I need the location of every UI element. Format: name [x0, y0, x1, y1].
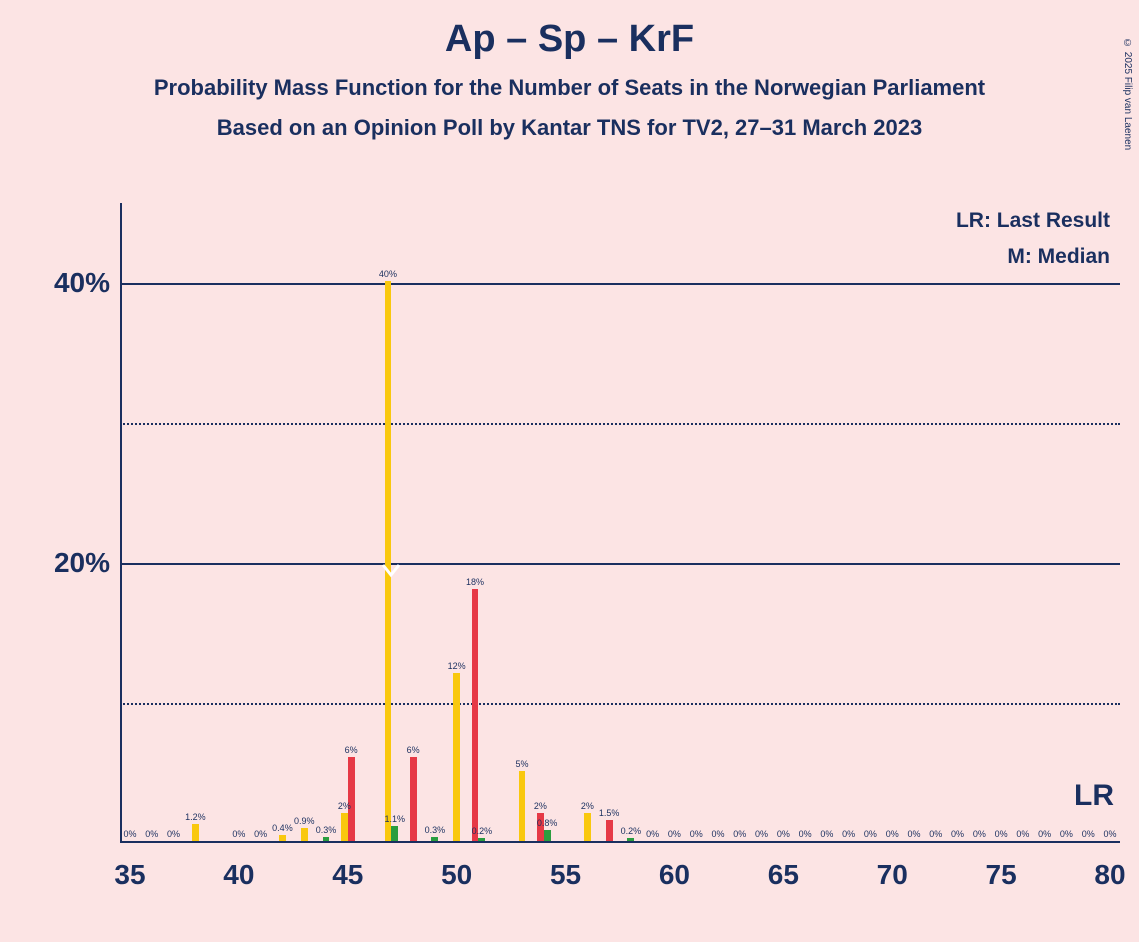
x-axis-label: 65: [768, 859, 799, 891]
bar-value-label: 0%: [1082, 829, 1095, 839]
bar-value-label: 0%: [167, 829, 180, 839]
bar-value-label: 5%: [515, 759, 528, 769]
x-axis-label: 50: [441, 859, 472, 891]
bar-value-label: 0%: [907, 829, 920, 839]
bar-value-label: 2%: [338, 801, 351, 811]
bar-yellow: [385, 281, 392, 841]
bar-value-label: 1.1%: [384, 814, 405, 824]
bar-green: [391, 826, 398, 841]
bar-value-label: 0.3%: [316, 825, 337, 835]
y-axis-label: 40%: [35, 267, 110, 299]
bar-value-label: 0%: [973, 829, 986, 839]
x-axis: [120, 841, 1120, 843]
bar-yellow: [584, 813, 591, 841]
x-axis-label: 40: [223, 859, 254, 891]
y-axis: [120, 203, 122, 843]
chart-title: Ap – Sp – KrF: [0, 18, 1139, 61]
bar-value-label: 0%: [842, 829, 855, 839]
gridline-minor: [120, 703, 1120, 705]
bar-value-label: 0%: [145, 829, 158, 839]
bar-value-label: 6%: [345, 745, 358, 755]
legend-lr: LR: Last Result: [956, 209, 1110, 233]
bar-value-label: 0%: [711, 829, 724, 839]
bar-value-label: 0.8%: [537, 818, 558, 828]
bar-value-label: 0%: [864, 829, 877, 839]
chart-subtitle-2: Based on an Opinion Poll by Kantar TNS f…: [0, 115, 1139, 141]
bar-value-label: 40%: [379, 269, 397, 279]
bar-value-label: 0%: [951, 829, 964, 839]
bar-green: [431, 837, 438, 841]
x-axis-label: 45: [332, 859, 363, 891]
bar-value-label: 0%: [886, 829, 899, 839]
bar-yellow: [341, 813, 348, 841]
bar-value-label: 0%: [1016, 829, 1029, 839]
bar-value-label: 0%: [995, 829, 1008, 839]
bar-value-label: 0%: [1038, 829, 1051, 839]
bar-value-label: 0%: [733, 829, 746, 839]
bar-value-label: 0%: [254, 829, 267, 839]
x-axis-label: 75: [986, 859, 1017, 891]
bar-value-label: 0%: [929, 829, 942, 839]
gridline-minor: [120, 423, 1120, 425]
x-axis-label: 55: [550, 859, 581, 891]
bar-green: [478, 838, 485, 841]
x-axis-label: 35: [114, 859, 145, 891]
x-axis-label: 70: [877, 859, 908, 891]
bar-green: [544, 830, 551, 841]
legend-m: M: Median: [1007, 245, 1110, 269]
bar-value-label: 1.5%: [599, 808, 620, 818]
y-axis-label: 20%: [35, 547, 110, 579]
gridline-major: [120, 283, 1120, 285]
bar-yellow: [453, 673, 460, 841]
bar-value-label: 0%: [1103, 829, 1116, 839]
bar-value-label: 6%: [407, 745, 420, 755]
x-axis-label: 60: [659, 859, 690, 891]
bar-yellow: [192, 824, 199, 841]
bar-value-label: 0%: [777, 829, 790, 839]
bar-value-label: 0%: [690, 829, 703, 839]
chart-subtitle-1: Probability Mass Function for the Number…: [0, 75, 1139, 101]
bar-value-label: 0%: [1060, 829, 1073, 839]
gridline-major: [120, 563, 1120, 565]
bar-value-label: 0%: [668, 829, 681, 839]
bar-value-label: 0%: [123, 829, 136, 839]
bar-value-label: 2%: [534, 801, 547, 811]
bar-red: [606, 820, 613, 841]
bar-value-label: 0%: [646, 829, 659, 839]
bar-value-label: 0%: [232, 829, 245, 839]
bar-value-label: 1.2%: [185, 812, 206, 822]
bar-green: [627, 838, 634, 841]
bar-yellow: [519, 771, 526, 841]
bar-value-label: 0.3%: [425, 825, 446, 835]
bar-value-label: 12%: [448, 661, 466, 671]
bar-value-label: 0.4%: [272, 823, 293, 833]
bar-value-label: 0%: [755, 829, 768, 839]
bar-yellow: [301, 828, 308, 841]
lr-marker: LR: [1074, 779, 1114, 813]
copyright-text: © 2025 Filip van Laenen: [1122, 38, 1133, 150]
bar-value-label: 0.2%: [621, 826, 642, 836]
x-axis-label: 80: [1094, 859, 1125, 891]
bar-value-label: 18%: [466, 577, 484, 587]
bar-red: [410, 757, 417, 841]
bar-value-label: 0%: [799, 829, 812, 839]
bar-green: [323, 837, 330, 841]
bar-value-label: 0.9%: [294, 816, 315, 826]
chart-plot-area: LR: Last Result M: Median 20%40%35404550…: [120, 203, 1120, 843]
bar-value-label: 2%: [581, 801, 594, 811]
bar-value-label: 0%: [820, 829, 833, 839]
bar-red: [348, 757, 355, 841]
bar-red: [472, 589, 479, 841]
bar-value-label: 0.2%: [472, 826, 493, 836]
bar-yellow: [279, 835, 286, 841]
